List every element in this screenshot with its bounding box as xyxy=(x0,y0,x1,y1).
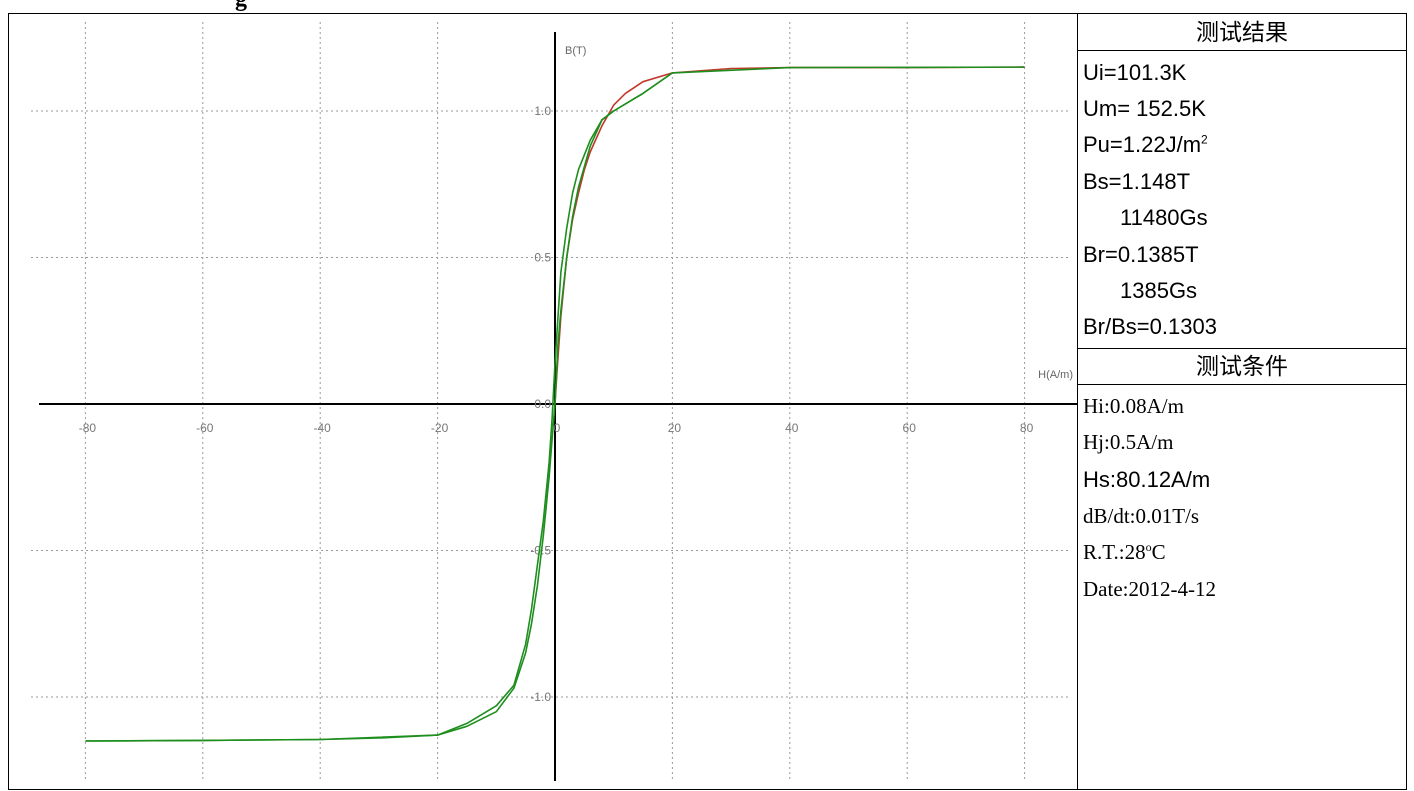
condition-hj: Hj:0.5A/m xyxy=(1083,430,1174,454)
x-tick-label-0: -80 xyxy=(79,421,97,435)
chart-canvas: -80 -60 -40 -20 0 20 40 60 801.00.50.0-0.5-1.0B(… xyxy=(31,22,1077,781)
x-tick-label-4: 0 xyxy=(554,421,561,435)
y-tick-label-2: 0.0 xyxy=(534,397,551,411)
header-title: g xyxy=(235,0,247,13)
result-pu-sup: 2 xyxy=(1201,132,1208,147)
result-bs-gs: 11480Gs xyxy=(1120,205,1208,230)
result-um: Um= 152.5K xyxy=(1083,96,1206,121)
result-bs: Bs=1.148T xyxy=(1083,169,1191,194)
results-divider xyxy=(1078,50,1406,51)
x-tick-label-7: 60 xyxy=(903,421,917,435)
condition-rt: R.T.:28oC xyxy=(1083,540,1166,565)
condition-hi: Hi:0.08A/m xyxy=(1083,394,1184,418)
y-tick-label-0: 1.0 xyxy=(534,104,551,118)
conditions-heading: 测试条件 xyxy=(1196,353,1288,379)
results-heading: 测试结果 xyxy=(1196,19,1288,45)
x-tick-label-3: -20 xyxy=(431,421,449,435)
conditions-divider xyxy=(1078,384,1406,385)
condition-rt-sup: o xyxy=(1145,540,1152,554)
y-axis-label: B(T) xyxy=(565,45,586,57)
condition-dbdt: dB/dt:0.01T/s xyxy=(1083,504,1200,528)
result-br-bs: Br/Bs=0.1303 xyxy=(1083,314,1217,339)
result-br-gs: 1385Gs xyxy=(1120,278,1198,303)
condition-hs: Hs:80.12A/m xyxy=(1083,467,1211,492)
info-panel: 测试结果 Ui=101.3K Um= 152.5K Pu=1.22J/m2 Bs… xyxy=(1077,13,1407,790)
series-line-2 xyxy=(85,72,673,742)
result-ui: Ui=101.3K xyxy=(1083,60,1187,85)
condition-rt-unit: C xyxy=(1151,540,1166,564)
x-tick-label-5: 20 xyxy=(668,421,682,435)
x-tick-label-8: 80 xyxy=(1020,421,1034,435)
y-tick-label-1: 0.5 xyxy=(534,251,551,265)
condition-rt-text: R.T.:28 xyxy=(1083,540,1146,564)
x-tick-label-6: 40 xyxy=(785,421,799,435)
result-br: Br=0.1385T xyxy=(1083,242,1199,267)
condition-date: Date:2012-4-12 xyxy=(1083,577,1216,601)
y-tick-label-4: -1.0 xyxy=(530,690,551,704)
conditions-divider-top xyxy=(1078,348,1406,349)
x-tick-label-2: -40 xyxy=(314,421,332,435)
x-tick-label-1: -60 xyxy=(196,421,214,435)
result-pu: Pu=1.22J/m2 xyxy=(1083,132,1208,158)
bh-curve-chart: -80 -60 -40 -20 0 20 40 60 80 1.0 0.5 0.0 -0.5 -1.0 B(… xyxy=(8,13,1078,790)
result-pu-text: Pu=1.22J/m xyxy=(1083,132,1202,157)
x-axis-label: H(A/m) xyxy=(1038,369,1073,381)
header-strip: g xyxy=(0,0,1414,14)
